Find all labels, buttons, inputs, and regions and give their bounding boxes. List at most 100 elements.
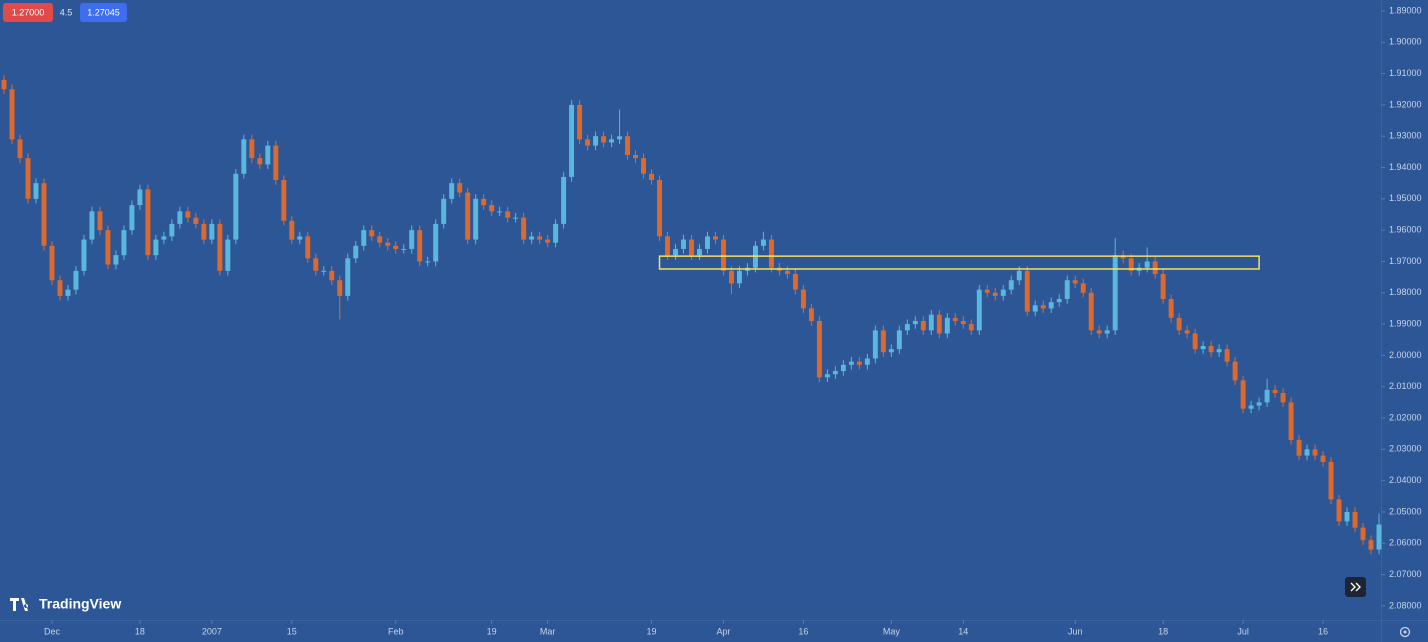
candle-body	[353, 245, 359, 259]
candle-body	[848, 361, 854, 365]
candle-body	[665, 236, 670, 256]
y-tick-label: 1.96000	[1389, 225, 1422, 235]
candle-body	[129, 205, 135, 231]
candle-body	[1304, 449, 1310, 456]
candle-body	[992, 292, 998, 296]
trade-widget: 1.27000 4.5 1.27045	[3, 3, 127, 22]
candle-body	[505, 211, 511, 218]
y-tick-label: 1.92000	[1389, 99, 1422, 109]
candle-body	[904, 324, 910, 331]
candle-body	[1352, 511, 1358, 528]
x-tick-label: 19	[647, 626, 657, 636]
candle-body	[481, 198, 487, 206]
candle-body	[225, 239, 231, 271]
spread: 4.5	[60, 7, 73, 17]
candle-body	[760, 239, 766, 246]
candle-body	[1360, 527, 1366, 541]
candle-body	[1080, 283, 1086, 293]
candle-body	[513, 217, 519, 219]
x-tick-label: 18	[1158, 626, 1168, 636]
candle-body	[768, 239, 774, 268]
candle-body	[465, 192, 471, 240]
candle-body	[1376, 524, 1382, 550]
candle-body	[1216, 349, 1222, 353]
candle-body	[369, 230, 375, 237]
settings[interactable]	[1399, 626, 1411, 638]
x-tick-label: 16	[798, 626, 808, 636]
candle-body	[936, 314, 942, 334]
candle-body	[960, 320, 966, 325]
candle-body	[1016, 270, 1022, 281]
candle-body	[952, 317, 958, 321]
candle-body	[217, 223, 223, 271]
candle-body	[273, 145, 279, 181]
candle-body	[856, 361, 862, 365]
sell-price: 1.27000	[12, 7, 45, 17]
candle-body	[361, 230, 367, 246]
candle-body	[425, 261, 431, 263]
candle-body	[1168, 299, 1174, 318]
highlight-zone	[658, 255, 1260, 270]
candle-body	[880, 330, 886, 353]
candle-body	[1024, 270, 1030, 312]
candle-body	[97, 211, 103, 231]
candle-body	[1000, 289, 1006, 296]
candle-body	[920, 320, 926, 331]
candle-body	[713, 236, 718, 240]
candle-body	[840, 364, 846, 372]
candle-body	[553, 223, 559, 243]
candle-body	[33, 183, 39, 199]
candle-body	[1224, 349, 1230, 362]
plot-area	[1, 75, 1382, 555]
candle-body	[89, 211, 95, 240]
candle-body	[1248, 405, 1254, 409]
x-tick-label: Jun	[1068, 626, 1083, 636]
candle-body	[281, 180, 287, 221]
settings-icon[interactable]	[1399, 626, 1411, 638]
candle-body	[321, 270, 327, 272]
y-tick-label: 1.98000	[1389, 287, 1422, 297]
candle-body	[896, 330, 902, 350]
candle-body	[433, 223, 439, 262]
x-tick-label: 19	[487, 626, 497, 636]
candle-body	[561, 176, 567, 224]
candle-body	[1264, 389, 1270, 403]
candle-body	[705, 236, 710, 249]
logo: TradingView	[10, 596, 121, 612]
x-tick-label: Dec	[44, 626, 61, 636]
candle-body	[792, 273, 798, 290]
candle-body	[1104, 330, 1110, 334]
candle-body	[944, 317, 950, 334]
candle-body	[1328, 461, 1334, 500]
candle-body	[313, 258, 319, 271]
sell-button[interactable]	[3, 3, 53, 22]
candle-body	[193, 217, 199, 224]
candle-body	[1272, 389, 1278, 393]
logo-icon	[10, 598, 29, 611]
candle-body	[864, 358, 870, 365]
buy-button[interactable]	[80, 3, 127, 22]
candle-body	[145, 189, 151, 256]
candle-body	[673, 248, 678, 256]
candle-body	[41, 183, 47, 246]
candle-body	[489, 205, 495, 212]
candle-body	[1032, 305, 1038, 312]
candle-body	[1256, 402, 1262, 406]
candle-body	[345, 258, 351, 296]
candle-body	[457, 183, 463, 193]
y-tick-label: 1.94000	[1389, 162, 1422, 172]
candle-body	[984, 289, 990, 293]
y-tick-label: 2.00000	[1389, 350, 1422, 360]
candle-body	[728, 270, 734, 284]
candle-body	[169, 223, 175, 237]
candle-body	[736, 270, 742, 284]
candle-body	[912, 320, 918, 325]
scroll-button[interactable]	[1345, 577, 1366, 597]
candle-body	[1344, 511, 1350, 522]
candle-body	[1312, 449, 1318, 456]
candle-body	[385, 242, 391, 246]
candle-body	[473, 198, 479, 240]
candle-body	[800, 289, 806, 309]
y-tick-label: 1.90000	[1389, 37, 1422, 47]
